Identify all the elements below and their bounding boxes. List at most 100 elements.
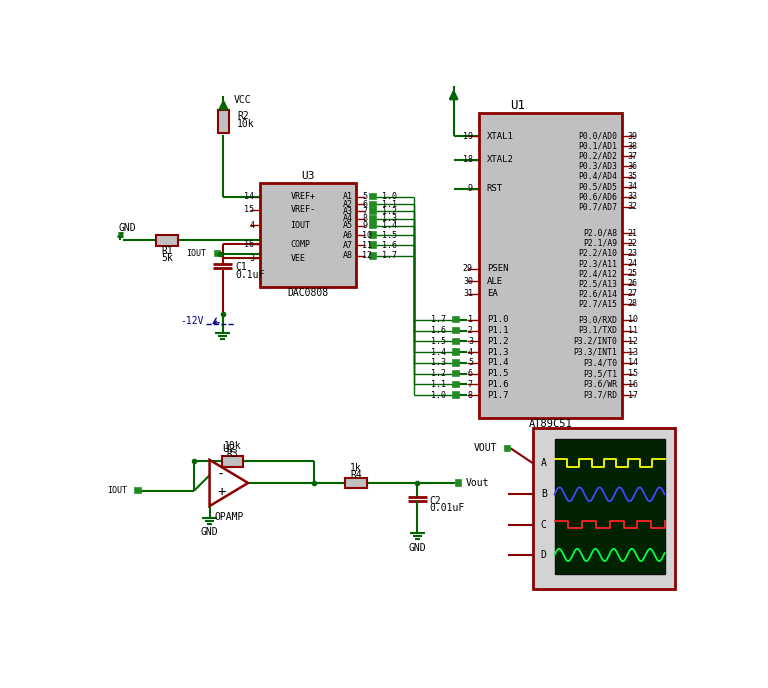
Text: 9: 9 [468, 184, 473, 193]
Text: P0.7/AD7: P0.7/AD7 [578, 202, 617, 211]
Bar [453, 371, 458, 376]
Bar [370, 202, 376, 207]
Text: 5k: 5k [161, 253, 173, 263]
Text: A8: A8 [343, 251, 353, 260]
Text: 14: 14 [244, 192, 254, 201]
Text: 39: 39 [627, 132, 637, 141]
Bar [453, 360, 458, 365]
Bar [370, 208, 376, 214]
Text: R1: R1 [161, 246, 173, 256]
Text: 1.4: 1.4 [431, 347, 446, 356]
Bar [370, 233, 376, 238]
Text: C2: C2 [430, 495, 442, 506]
Text: 1.3: 1.3 [382, 215, 397, 224]
Text: 22: 22 [627, 239, 637, 248]
Text: 14: 14 [627, 358, 637, 367]
Text: P2.5/A13: P2.5/A13 [578, 279, 617, 288]
Text: XTAL1: XTAL1 [487, 132, 514, 141]
Text: P0.5/AD5: P0.5/AD5 [578, 182, 617, 191]
Text: 15: 15 [627, 369, 637, 378]
Text: GND: GND [200, 527, 218, 537]
Text: 2: 2 [468, 326, 473, 335]
Bar [453, 350, 458, 355]
Text: 1k: 1k [350, 462, 362, 473]
Bar [455, 480, 461, 486]
Text: A3: A3 [343, 206, 353, 215]
Text: 13: 13 [627, 347, 637, 356]
Text: 27: 27 [627, 289, 637, 298]
Text: A: A [541, 458, 547, 469]
Bar [218, 110, 229, 133]
Text: 1.2: 1.2 [382, 206, 397, 215]
Text: 1: 1 [468, 315, 473, 324]
Text: 17: 17 [627, 391, 637, 400]
Text: XTAL2: XTAL2 [487, 155, 514, 164]
Text: P3.5/T1: P3.5/T1 [583, 369, 617, 378]
Text: 5: 5 [468, 358, 473, 367]
Text: P2.0/A8: P2.0/A8 [583, 229, 617, 238]
Text: 4: 4 [468, 347, 473, 356]
Text: 10k: 10k [223, 441, 241, 451]
Bar [453, 327, 458, 333]
Bar [533, 427, 675, 589]
Text: A6: A6 [343, 230, 353, 239]
Text: 1.1: 1.1 [382, 200, 397, 208]
Text: GND: GND [119, 223, 137, 233]
Text: P2.2/A10: P2.2/A10 [578, 249, 617, 258]
Text: 1.0: 1.0 [382, 192, 397, 201]
Text: 7: 7 [468, 380, 473, 389]
Text: 9: 9 [362, 222, 367, 230]
Text: P0.2/AD2: P0.2/AD2 [578, 152, 617, 161]
Text: 33: 33 [627, 192, 637, 201]
Text: A4: A4 [343, 215, 353, 224]
Text: 1.0: 1.0 [431, 391, 446, 400]
Bar [370, 242, 376, 248]
Text: R4: R4 [350, 471, 362, 480]
Text: P1.0: P1.0 [487, 315, 508, 324]
Text: A2: A2 [343, 200, 353, 208]
Text: P1.2: P1.2 [487, 337, 508, 346]
Text: 19: 19 [463, 132, 473, 141]
Text: 0.1uF: 0.1uF [235, 270, 264, 280]
Text: R2: R2 [237, 111, 249, 122]
Text: 16: 16 [244, 239, 254, 249]
Text: 1.4: 1.4 [382, 222, 397, 230]
Text: +: + [217, 485, 225, 499]
Text: P1.6: P1.6 [487, 380, 508, 389]
Text: VOUT: VOUT [473, 443, 497, 453]
Text: IOUT: IOUT [187, 249, 207, 258]
Text: 7: 7 [362, 206, 367, 215]
Text: P2.7/A15: P2.7/A15 [578, 299, 617, 308]
Text: P0.6/AD6: P0.6/AD6 [578, 192, 617, 201]
Text: 3: 3 [250, 254, 254, 263]
Text: 12: 12 [362, 251, 372, 260]
Text: 12: 12 [627, 337, 637, 346]
Bar [260, 182, 356, 287]
Text: P3.4/T0: P3.4/T0 [583, 358, 617, 367]
Text: 6: 6 [468, 369, 473, 378]
Text: C1: C1 [235, 262, 247, 272]
Text: U3: U3 [301, 171, 314, 182]
Text: 1.5: 1.5 [382, 230, 397, 239]
Bar [370, 194, 376, 200]
Text: 29: 29 [463, 264, 473, 273]
Text: 4: 4 [250, 221, 254, 230]
Text: 11: 11 [627, 326, 637, 335]
Text: -: - [217, 469, 225, 482]
Text: P2.3/A11: P2.3/A11 [578, 259, 617, 268]
Text: R3: R3 [227, 449, 239, 459]
Text: U1: U1 [510, 99, 525, 112]
Text: P0.0/AD0: P0.0/AD0 [578, 132, 617, 141]
Text: 18: 18 [463, 155, 473, 164]
Text: A1: A1 [343, 192, 353, 201]
Text: COMP: COMP [290, 239, 310, 249]
Text: RST: RST [487, 184, 503, 193]
Text: P0.1/AD1: P0.1/AD1 [578, 142, 617, 151]
Text: P2.4/A12: P2.4/A12 [578, 269, 617, 278]
Text: ALE: ALE [487, 277, 503, 286]
Text: -12V: -12V [180, 316, 204, 326]
Bar [370, 216, 376, 222]
Text: GND: GND [409, 543, 426, 552]
Bar [345, 477, 366, 488]
Text: P3.3/INT1: P3.3/INT1 [573, 347, 617, 356]
